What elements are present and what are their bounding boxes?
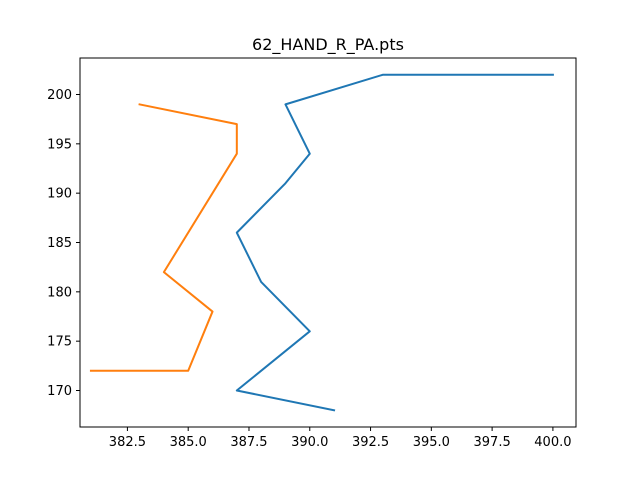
x-tick-label: 392.5 (352, 435, 389, 450)
x-tick-label: 400.0 (534, 435, 571, 450)
y-tick-label: 180 (47, 285, 72, 300)
y-axis: 170 175 180 185 190 195 200 (47, 88, 80, 399)
x-tick-label: 385.0 (170, 435, 207, 450)
x-tick-label: 390.0 (291, 435, 328, 450)
y-tick-label: 185 (47, 236, 72, 251)
y-tick-label: 175 (47, 335, 72, 350)
series-line-1 (235, 73, 554, 412)
series-line-2 (89, 103, 238, 372)
series-layer (89, 73, 554, 412)
y-tick-label: 170 (47, 384, 72, 399)
x-tick-label: 382.5 (109, 435, 146, 450)
chart-title: 62_HAND_R_PA.pts (252, 35, 404, 55)
y-tick-label: 200 (47, 88, 72, 103)
y-tick-label: 195 (47, 137, 72, 152)
x-tick-label: 397.5 (474, 435, 511, 450)
y-tick-label: 190 (47, 187, 72, 202)
x-tick-label: 395.0 (413, 435, 450, 450)
x-tick-label: 387.5 (230, 435, 267, 450)
x-axis: 382.5 385.0 387.5 390.0 392.5 395.0 397.5 400.0 (109, 427, 572, 450)
plot-frame (79, 57, 577, 428)
